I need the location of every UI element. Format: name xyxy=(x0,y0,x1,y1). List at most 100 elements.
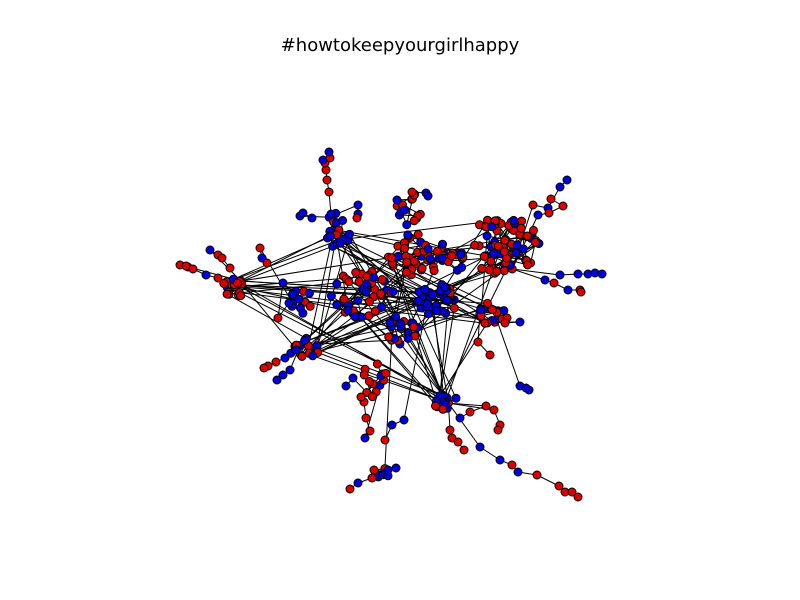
red-node xyxy=(479,251,489,261)
graph-edge xyxy=(433,309,445,397)
blue-node xyxy=(361,287,371,297)
blue-node xyxy=(205,245,215,255)
graph-edge xyxy=(332,245,486,324)
red-node xyxy=(532,470,542,480)
red-node xyxy=(271,357,281,367)
red-node xyxy=(483,298,492,308)
red-node xyxy=(465,407,475,417)
blue-node xyxy=(563,285,573,295)
blue-node xyxy=(533,210,543,220)
blue-node xyxy=(402,220,412,230)
blue-node xyxy=(425,254,435,264)
red-node xyxy=(481,401,491,411)
blue-node xyxy=(555,182,565,192)
blue-node xyxy=(476,305,486,315)
blue-node xyxy=(343,305,353,315)
red-node xyxy=(499,266,509,276)
blue-node xyxy=(555,270,565,280)
red-node xyxy=(364,297,374,307)
blue-node xyxy=(482,231,492,241)
graph-edge xyxy=(496,319,521,387)
blue-node xyxy=(284,298,294,308)
blue-node xyxy=(387,420,397,430)
blue-node xyxy=(597,269,607,279)
red-node xyxy=(356,392,366,402)
blue-node xyxy=(341,381,351,391)
blue-node xyxy=(272,375,282,385)
red-node xyxy=(367,392,377,402)
red-node xyxy=(530,237,540,247)
blue-node xyxy=(391,463,401,473)
blue-node xyxy=(392,195,402,205)
red-node xyxy=(188,264,198,274)
blue-node xyxy=(420,284,430,294)
blue-node xyxy=(324,147,334,157)
blue-node xyxy=(383,465,393,475)
blue-node xyxy=(300,335,310,345)
red-node xyxy=(344,277,354,287)
blue-node xyxy=(345,229,354,239)
red-node xyxy=(381,368,391,378)
graph-edge xyxy=(343,220,496,240)
blue-node xyxy=(456,250,466,260)
blue-node xyxy=(489,249,499,259)
graph-edge xyxy=(308,345,444,397)
graph-edge xyxy=(226,293,307,339)
red-node xyxy=(324,187,334,197)
red-node xyxy=(470,240,480,250)
red-node xyxy=(361,413,371,423)
blue-node xyxy=(455,413,465,423)
graph-edge xyxy=(223,237,328,284)
red-node xyxy=(367,473,377,483)
red-node xyxy=(453,437,463,447)
red-node xyxy=(447,251,457,261)
blue-node xyxy=(278,278,288,288)
red-node xyxy=(305,301,315,311)
blue-node xyxy=(475,442,485,452)
blue-node xyxy=(515,317,525,327)
blue-node xyxy=(353,478,363,488)
red-node xyxy=(401,267,411,277)
blue-node xyxy=(424,309,433,319)
red-node xyxy=(407,187,417,197)
blue-node xyxy=(573,269,583,279)
red-node xyxy=(487,305,497,315)
red-node xyxy=(523,260,533,270)
blue-node xyxy=(385,318,395,328)
blue-node xyxy=(280,353,290,363)
blue-node xyxy=(562,175,572,185)
graph-edge xyxy=(512,268,546,281)
red-node xyxy=(486,256,496,266)
red-node xyxy=(429,266,439,276)
red-node xyxy=(222,289,232,299)
red-node xyxy=(459,445,469,455)
blue-node xyxy=(423,191,433,201)
red-node xyxy=(369,465,379,475)
blue-node xyxy=(440,282,450,292)
red-node xyxy=(493,241,503,251)
blue-node xyxy=(326,291,336,301)
graph-edge xyxy=(299,345,449,404)
red-node xyxy=(233,278,242,288)
graph-edge xyxy=(348,303,444,410)
red-node xyxy=(489,405,499,415)
graph-edge xyxy=(447,402,481,448)
red-node xyxy=(500,318,510,328)
red-node xyxy=(370,306,380,316)
red-node xyxy=(573,492,583,502)
red-node xyxy=(477,263,487,273)
red-node xyxy=(225,263,235,273)
blue-node xyxy=(403,230,413,240)
red-node xyxy=(377,275,387,284)
graph-edge xyxy=(444,219,488,288)
red-node xyxy=(380,435,390,445)
blue-node xyxy=(399,415,409,425)
red-node xyxy=(549,278,559,288)
blue-node xyxy=(332,279,342,289)
figure-title: #howtokeepyourgirlhappy xyxy=(280,35,520,56)
red-node xyxy=(507,460,517,470)
blue-node xyxy=(285,365,295,375)
blue-node xyxy=(298,208,308,218)
red-node xyxy=(262,258,272,268)
blue-node xyxy=(423,244,433,254)
